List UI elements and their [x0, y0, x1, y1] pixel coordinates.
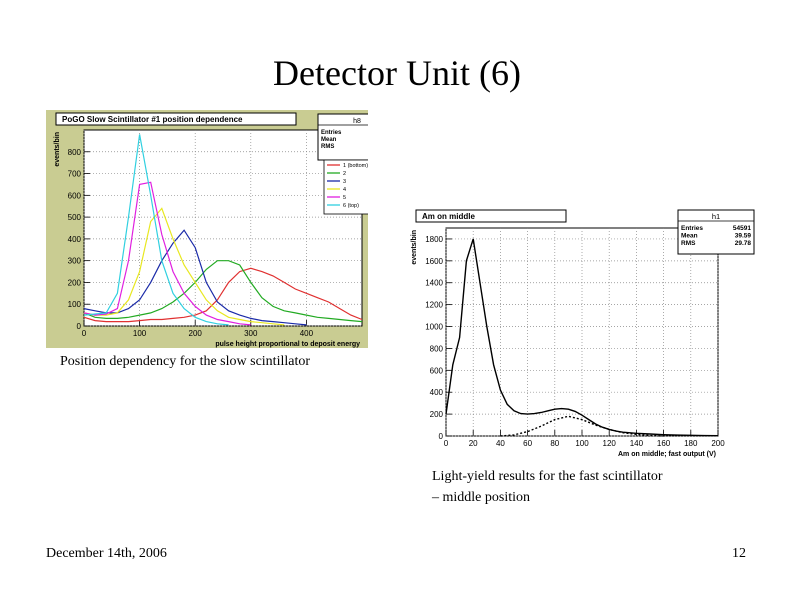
x-tick-label: 400	[300, 329, 314, 338]
x-tick-label: 140	[630, 439, 644, 448]
stats-row-label: Mean	[681, 232, 698, 239]
x-tick-label: 0	[82, 329, 87, 338]
x-axis-label: pulse height proportional to deposit ene…	[215, 341, 360, 348]
footer-date: December 14th, 2006	[46, 546, 167, 561]
x-tick-label: 300	[244, 329, 258, 338]
series-line-2	[83, 260, 363, 323]
y-tick-label: 300	[68, 257, 82, 266]
chart-title: PoGO Slow Scintillator #1 position depen…	[62, 115, 243, 124]
legend-entry-label: 5	[343, 195, 346, 201]
x-tick-label: 200	[189, 329, 203, 338]
fast-scintillator-chart: Am on middle 0 20 40 60 80 100 120 140 160 180 200 0…	[404, 208, 756, 462]
y-tick-label: 700	[68, 170, 82, 179]
chart-title-box	[415, 209, 567, 223]
plot-area	[83, 129, 363, 327]
series-line-5	[83, 181, 251, 326]
y-tick-label: 800	[68, 148, 82, 157]
chart-title: Am on middle	[422, 212, 475, 221]
x-tick-label: 100	[133, 329, 147, 338]
x-tick-label: 160	[657, 439, 671, 448]
legend-entry-label: 1 (bottom)	[343, 163, 368, 169]
y-tick-label: 1600	[425, 257, 443, 266]
legend-entry-label: 2	[343, 171, 346, 177]
legend-entry-label: 6 (top)	[343, 203, 359, 209]
y-tick-label: 400	[430, 388, 444, 397]
x-tick-label: 80	[550, 439, 559, 448]
y-tick-label: 200	[68, 278, 82, 287]
y-tick-label: 100	[68, 300, 82, 309]
stats-row-label: Mean	[321, 137, 337, 143]
legend-entry-label: 3	[343, 179, 346, 185]
stats-box-name: h8	[353, 118, 361, 125]
slow-scintillator-chart: PoGO Slow Scintillator #1 position depen…	[46, 110, 397, 348]
fast-chart-caption-line1: Light-yield results for the fast scintil…	[432, 469, 663, 484]
stats-row-label: Entries	[681, 225, 703, 232]
series-line-6	[83, 134, 229, 326]
x-tick-label: 40	[496, 439, 505, 448]
slow-scintillator-chart-svg: PoGO Slow Scintillator #1 position depen…	[46, 110, 397, 348]
x-tick-label: 120	[603, 439, 617, 448]
series-line-1	[83, 267, 363, 323]
y-tick-label: 0	[77, 322, 82, 331]
x-axis-label: Am on middle; fast output (V)	[618, 451, 716, 458]
x-tick-label: 180	[684, 439, 698, 448]
y-tick-label: 1800	[425, 235, 443, 244]
y-tick-label: 1000	[425, 323, 443, 332]
y-tick-label: 1200	[425, 301, 443, 310]
series-line-3	[83, 229, 307, 326]
stats-box-name: h1	[712, 212, 720, 221]
x-tick-label: 60	[523, 439, 532, 448]
y-tick-label: 400	[68, 235, 82, 244]
fast-chart-caption-line2: – middle position	[432, 490, 530, 505]
x-tick-label: 0	[444, 439, 449, 448]
series-line-4	[83, 207, 285, 326]
y-axis-label: events/bin	[411, 230, 418, 265]
series-line-1	[445, 238, 719, 437]
fast-scintillator-chart-svg: Am on middle 0 20 40 60 80 100 120 140 160 180 200 0…	[404, 208, 756, 462]
stats-row-label: Entries	[321, 130, 342, 136]
legend: 1 (bottom) 2 3 4 5 6 (top)	[323, 159, 375, 215]
chart-title-box	[55, 112, 297, 126]
stats-box-frame	[677, 209, 755, 255]
x-tick-label: 100	[575, 439, 589, 448]
y-tick-label: 0	[439, 432, 444, 441]
stats-row-label: RMS	[321, 144, 334, 150]
stats-box: h8Entries22100Mean96.88RMS34.58	[317, 113, 397, 161]
slide-title: Detector Unit (6)	[273, 53, 521, 93]
y-tick-label: 600	[430, 366, 444, 375]
plot-area	[445, 227, 719, 437]
x-tick-label: 20	[469, 439, 478, 448]
y-tick-label: 500	[68, 213, 82, 222]
y-tick-label: 1400	[425, 279, 443, 288]
x-tick-label: 200	[711, 439, 725, 448]
page-number: 12	[732, 546, 746, 561]
stats-row-value: 54591	[733, 225, 751, 232]
slow-chart-caption: Position dependency for the slow scintil…	[60, 354, 311, 369]
y-tick-label: 600	[68, 191, 82, 200]
stats-box: h1 Entries 54591 Mean 39.59 RMS 29.78	[677, 209, 755, 255]
stats-row-value: 39.59	[735, 232, 752, 239]
y-axis-label: events/bin	[54, 132, 61, 167]
stats-row-value: 29.78	[735, 240, 752, 247]
legend-entry-label: 4	[343, 187, 346, 193]
stats-row-label: RMS	[681, 240, 696, 247]
y-tick-label: 800	[430, 344, 444, 353]
y-tick-label: 200	[430, 410, 444, 419]
series-line-2	[500, 415, 664, 437]
